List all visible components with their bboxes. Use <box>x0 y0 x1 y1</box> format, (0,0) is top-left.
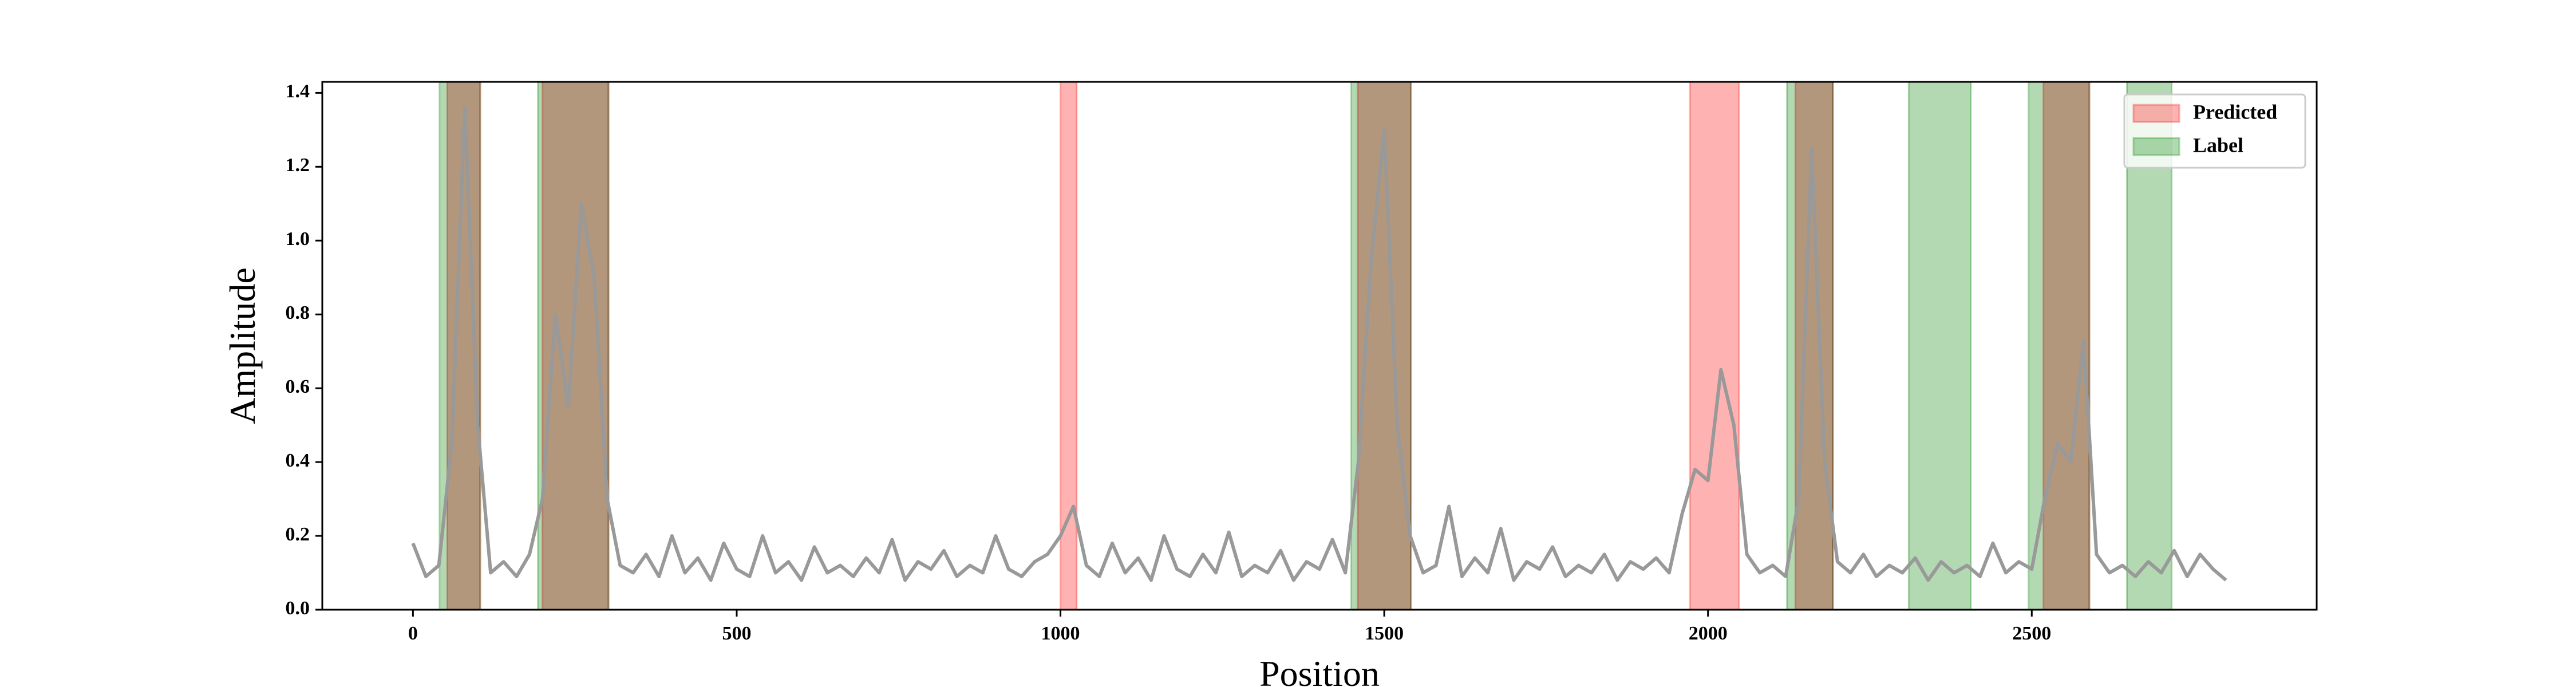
x-axis-label: Position <box>1259 653 1380 687</box>
legend-swatch <box>2132 104 2180 123</box>
span <box>2028 81 2091 611</box>
x-tick-label: 2500 <box>2012 623 2051 644</box>
y-axis-label: Amplitude <box>222 267 263 424</box>
span <box>1907 81 1972 611</box>
y-tick-label: 0.8 <box>286 302 310 323</box>
span <box>1689 81 1740 611</box>
lines <box>411 106 2227 582</box>
y-tick-label: 0.6 <box>286 376 310 397</box>
y-tick-label: 0.4 <box>286 450 310 471</box>
y-tick-label: 0.0 <box>286 598 310 619</box>
axes-frame <box>321 81 2318 611</box>
spans <box>438 81 2173 611</box>
x-tick-label: 500 <box>722 623 751 644</box>
span <box>2126 81 2173 611</box>
line <box>411 106 2227 582</box>
y-tick-label: 0.2 <box>286 524 310 545</box>
legend-box <box>2123 93 2306 169</box>
x-tick-label: 2000 <box>1689 623 1728 644</box>
legend-label: Predicted <box>2193 100 2277 123</box>
x-tick-label: 1500 <box>1365 623 1404 644</box>
x-tick-label: 0 <box>408 623 418 644</box>
legend: Predicted Label <box>2123 93 2306 169</box>
y-tick-label: 1.4 <box>286 81 310 102</box>
y-tick-label: 1.0 <box>286 228 310 250</box>
legend-label: Label <box>2193 133 2243 156</box>
x-tick-label: 1000 <box>1041 623 1080 644</box>
axes: 0 500 1000 1500 2000 2500 0.0 0.2 0.4 0.6 0.8 1.0 1.… <box>286 81 2052 644</box>
y-tick-label: 1.2 <box>286 155 310 176</box>
legend-swatch <box>2132 137 2180 156</box>
